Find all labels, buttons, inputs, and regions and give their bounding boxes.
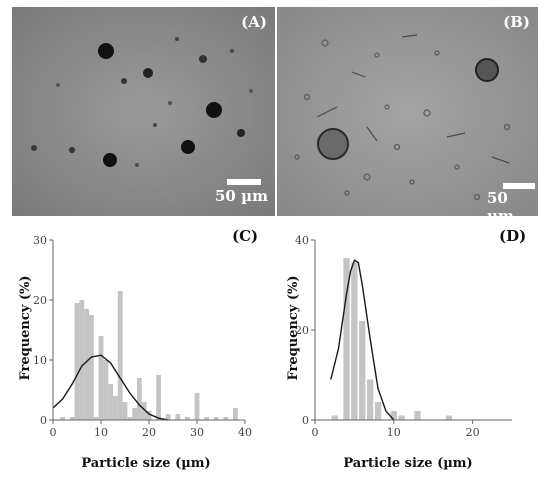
histogram-c: 0 10 20 30 40 0 10 20 30 (C) Particle size (µm) … xyxy=(0,220,275,486)
histogram-d-y-tick-label: 0 xyxy=(302,414,309,427)
histogram-d-y-tick-label: 20 xyxy=(295,324,309,337)
histogram-d-bar xyxy=(390,411,397,420)
histogram-d-bars xyxy=(331,258,453,420)
histogram-d-fit-curve xyxy=(330,259,395,421)
histogram-c-bar xyxy=(117,291,123,420)
histogram-c-bar xyxy=(74,303,80,420)
scale-bar-a xyxy=(227,179,261,185)
histogram-c-bar xyxy=(185,417,190,420)
histogram-c-bar xyxy=(233,408,238,420)
histogram-c-x-tick-label: 40 xyxy=(238,426,252,439)
scale-bar-b xyxy=(503,183,535,189)
histogram-d-bar xyxy=(445,415,453,420)
histogram-c-x-tick-label: 20 xyxy=(142,426,156,439)
histogram-c-y-axis-title: Frequency (%) xyxy=(18,275,33,380)
histogram-c-y-tick-label: 20 xyxy=(33,294,47,307)
histogram-c-bar xyxy=(194,393,200,420)
histogram-c-bar xyxy=(103,360,109,420)
histogram-d-bar xyxy=(351,262,358,420)
histogram-c-bar xyxy=(223,417,229,420)
panel-label-a: (A) xyxy=(241,13,267,31)
histogram-c-bar xyxy=(141,402,147,420)
histogram-c-axes: 0 10 20 30 40 0 10 20 30 xyxy=(33,234,252,439)
panel-label-c: (C) xyxy=(232,227,258,245)
histogram-d-svg: 0 10 20 0 20 40 (D) Particle size (µm) Freque… xyxy=(286,227,526,471)
histogram-d-bar xyxy=(367,379,374,420)
histogram-c-bar xyxy=(69,417,75,420)
histogram-c-bar xyxy=(175,414,181,420)
panel-label-d: (D) xyxy=(499,227,526,245)
histogram-c-x-axis-title: Particle size (µm) xyxy=(81,456,210,471)
histogram-d-bar xyxy=(414,411,421,420)
histogram-c-bar xyxy=(137,378,142,420)
histogram-c-bars xyxy=(60,291,238,420)
histogram-c-bar xyxy=(98,336,104,420)
histogram-d-axes: 0 10 20 0 20 40 xyxy=(295,234,512,439)
histogram-c-y-tick-label: 30 xyxy=(33,234,47,247)
histogram-c-bar xyxy=(127,417,133,420)
histogram-c-x-tick-label: 10 xyxy=(94,426,108,439)
histogram-d-bar xyxy=(359,321,366,420)
histogram-c-bar xyxy=(84,309,89,420)
histogram-d-y-axis-title: Frequency (%) xyxy=(286,275,301,380)
scale-label-a: 50 µm xyxy=(215,187,268,205)
micrograph-a: (A) 50 µm xyxy=(12,7,275,216)
histogram-c-y-tick-label: 10 xyxy=(33,354,47,367)
histogram-c-bar xyxy=(146,411,152,420)
histogram-d-bar xyxy=(374,402,382,420)
histogram-d-y-tick-label: 40 xyxy=(295,234,309,247)
histogram-c-bar xyxy=(165,414,171,420)
histogram-d-bar xyxy=(331,415,338,420)
histogram-d-x-tick-label: 20 xyxy=(466,426,480,439)
histogram-c-bar xyxy=(113,396,118,420)
histogram-d-x-tick-label: 10 xyxy=(387,426,401,439)
panel-label-b: (B) xyxy=(503,13,530,31)
histogram-c-bar xyxy=(60,417,65,420)
histogram-c-fit-curve xyxy=(52,354,169,421)
histogram-c-bar xyxy=(108,384,113,420)
histogram-c-bar xyxy=(132,408,137,420)
histogram-c-bar xyxy=(79,300,85,420)
micrograph-a-image xyxy=(12,7,275,216)
histogram-c-x-tick-label: 0 xyxy=(50,426,57,439)
histogram-c-bar xyxy=(89,315,94,420)
histogram-c-bar xyxy=(122,402,128,420)
histogram-d: 0 10 20 0 20 40 (D) Particle size (µm) Freque… xyxy=(275,220,550,486)
histogram-d-bar xyxy=(398,415,405,420)
histogram-c-bar xyxy=(213,417,219,420)
histogram-c-bar xyxy=(204,417,209,420)
histogram-d-x-axis-title: Particle size (µm) xyxy=(343,456,472,471)
histogram-d-bar xyxy=(343,258,350,420)
scale-label-b: 50 µm xyxy=(487,189,514,216)
histogram-c-bar xyxy=(93,417,99,420)
histogram-c-bar xyxy=(156,375,161,420)
histogram-d-x-tick-label: 0 xyxy=(312,426,319,439)
micrograph-b: (B) 50 µm xyxy=(277,7,538,216)
micrograph-b-image xyxy=(277,7,538,216)
histogram-c-x-tick-label: 30 xyxy=(190,426,204,439)
histogram-c-y-tick-label: 0 xyxy=(40,414,47,427)
